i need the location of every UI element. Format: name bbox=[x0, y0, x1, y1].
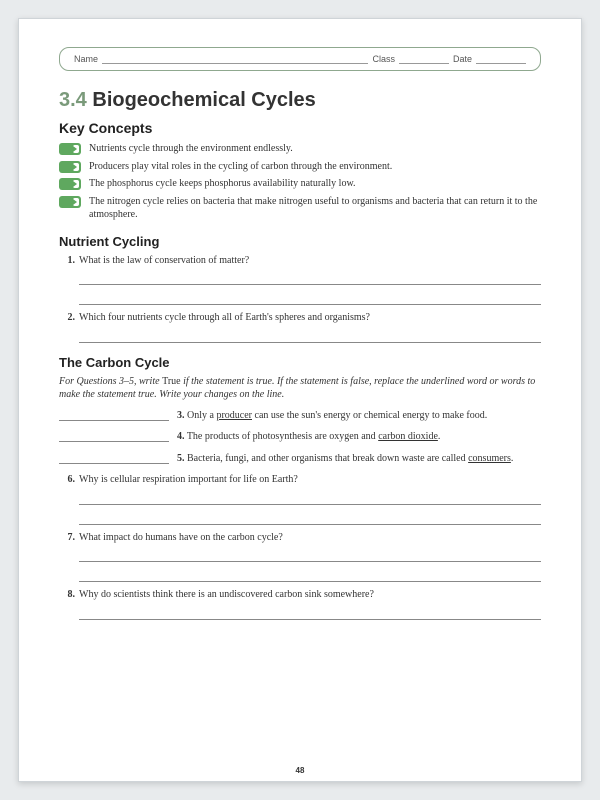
nutrient-cycling-section: Nutrient Cycling 1. What is the law of c… bbox=[59, 234, 541, 343]
question: 2. Which four nutrients cycle through al… bbox=[59, 311, 541, 325]
answer-line[interactable] bbox=[79, 511, 541, 525]
carbon-cycle-heading: The Carbon Cycle bbox=[59, 355, 541, 370]
concept-item: Nutrients cycle through the environment … bbox=[59, 142, 541, 156]
question-text: Which four nutrients cycle through all o… bbox=[79, 311, 541, 325]
class-input-line[interactable] bbox=[399, 54, 449, 64]
nutrient-cycling-heading: Nutrient Cycling bbox=[59, 234, 541, 249]
title-text: Biogeochemical Cycles bbox=[92, 89, 315, 111]
answer-line[interactable] bbox=[79, 606, 541, 620]
tf-question: 3. Only a producer can use the sun's ene… bbox=[59, 409, 541, 423]
arrow-icon bbox=[59, 143, 81, 155]
tf-answer-line[interactable] bbox=[59, 452, 169, 464]
tf-answer-line[interactable] bbox=[59, 430, 169, 442]
arrow-icon bbox=[59, 178, 81, 190]
question: 7. What impact do humans have on the car… bbox=[59, 531, 541, 545]
tf-text: 5. Bacteria, fungi, and other organisms … bbox=[177, 452, 541, 466]
concept-item: The nitrogen cycle relies on bacteria th… bbox=[59, 195, 541, 222]
question: 8. Why do scientists think there is an u… bbox=[59, 588, 541, 602]
concept-text: The nitrogen cycle relies on bacteria th… bbox=[89, 195, 541, 222]
concept-text: Producers play vital roles in the cyclin… bbox=[89, 160, 392, 174]
tf-question: 4. The products of photosynthesis are ox… bbox=[59, 430, 541, 444]
tf-answer-line[interactable] bbox=[59, 409, 169, 421]
question-number: 8. bbox=[59, 588, 75, 602]
question-number: 6. bbox=[59, 473, 75, 487]
answer-line[interactable] bbox=[79, 291, 541, 305]
key-concepts-heading: Key Concepts bbox=[59, 120, 541, 136]
name-label: Name bbox=[74, 54, 98, 64]
question-text: Why is cellular respiration important fo… bbox=[79, 473, 541, 487]
concept-text: The phosphorus cycle keeps phosphorus av… bbox=[89, 177, 356, 191]
key-concepts-list: Nutrients cycle through the environment … bbox=[59, 142, 541, 222]
question-text: What impact do humans have on the carbon… bbox=[79, 531, 541, 545]
question-number: 2. bbox=[59, 311, 75, 325]
name-input-line[interactable] bbox=[102, 54, 368, 64]
question-number: 1. bbox=[59, 254, 75, 268]
student-info-header: Name Class Date bbox=[59, 47, 541, 71]
question: 1. What is the law of conservation of ma… bbox=[59, 254, 541, 268]
arrow-icon bbox=[59, 161, 81, 173]
tf-text: 3. Only a producer can use the sun's ene… bbox=[177, 409, 541, 423]
question-number: 7. bbox=[59, 531, 75, 545]
concept-item: Producers play vital roles in the cyclin… bbox=[59, 160, 541, 174]
concept-text: Nutrients cycle through the environment … bbox=[89, 142, 293, 156]
arrow-icon bbox=[59, 196, 81, 208]
tf-text: 4. The products of photosynthesis are ox… bbox=[177, 430, 541, 444]
page-title: 3.4 Biogeochemical Cycles bbox=[59, 89, 541, 112]
answer-line[interactable] bbox=[79, 329, 541, 343]
question-text: Why do scientists think there is an undi… bbox=[79, 588, 541, 602]
instruction-text: For Questions 3–5, write True if the sta… bbox=[59, 375, 541, 401]
question: 6. Why is cellular respiration important… bbox=[59, 473, 541, 487]
question-text: What is the law of conservation of matte… bbox=[79, 254, 541, 268]
answer-line[interactable] bbox=[79, 271, 541, 285]
concept-item: The phosphorus cycle keeps phosphorus av… bbox=[59, 177, 541, 191]
date-label: Date bbox=[453, 54, 472, 64]
answer-line[interactable] bbox=[79, 491, 541, 505]
answer-line[interactable] bbox=[79, 568, 541, 582]
worksheet-page: Name Class Date 3.4 Biogeochemical Cycle… bbox=[18, 18, 582, 782]
tf-question: 5. Bacteria, fungi, and other organisms … bbox=[59, 452, 541, 466]
date-input-line[interactable] bbox=[476, 54, 526, 64]
answer-line[interactable] bbox=[79, 548, 541, 562]
title-number: 3.4 bbox=[59, 89, 87, 111]
class-label: Class bbox=[372, 54, 395, 64]
page-number: 48 bbox=[19, 766, 581, 775]
carbon-cycle-section: The Carbon Cycle For Questions 3–5, writ… bbox=[59, 355, 541, 620]
